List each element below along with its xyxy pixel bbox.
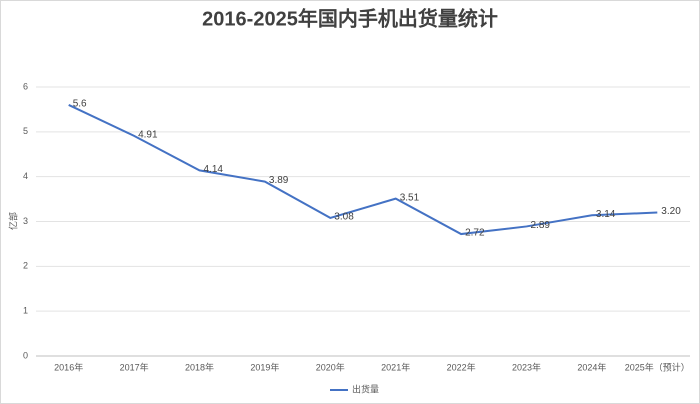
x-tick-label: 2020年 xyxy=(316,361,345,372)
x-tick-label: 2019年 xyxy=(250,361,279,372)
value-label: 2.89 xyxy=(531,220,551,231)
y-axis-label: 亿部 xyxy=(7,212,18,230)
chart-title: 2016-2025年国内手机出货量统计 xyxy=(202,6,498,30)
x-tick-label: 2018年 xyxy=(185,361,214,372)
value-label: 3.20 xyxy=(661,206,681,217)
x-tick-label: 2024年 xyxy=(577,361,606,372)
value-label: 4.91 xyxy=(138,130,158,141)
value-label: 3.08 xyxy=(334,212,354,223)
value-label: 2.72 xyxy=(465,228,485,239)
x-tick-label: 2023年 xyxy=(512,361,541,372)
y-tick-label: 2 xyxy=(23,261,28,271)
y-tick-label: 4 xyxy=(23,171,28,181)
value-label: 3.14 xyxy=(596,209,616,220)
y-tick-label: 1 xyxy=(23,306,28,316)
x-tick-label: 2021年 xyxy=(381,361,410,372)
value-label: 5.6 xyxy=(73,99,87,110)
legend-label: 出货量 xyxy=(352,383,379,394)
x-tick-label: 2025年（预计） xyxy=(625,361,690,372)
value-label: 4.14 xyxy=(204,164,224,175)
x-tick-label: 2016年 xyxy=(54,361,83,372)
y-tick-label: 3 xyxy=(23,216,28,226)
y-tick-label: 6 xyxy=(23,81,28,91)
x-tick-label: 2022年 xyxy=(447,361,476,372)
series-line xyxy=(68,104,658,236)
y-tick-label: 5 xyxy=(23,126,28,136)
value-label: 3.89 xyxy=(269,175,289,186)
x-tick-label: 2017年 xyxy=(120,361,149,372)
y-tick-label: 0 xyxy=(23,350,28,360)
value-label: 3.51 xyxy=(400,192,420,203)
